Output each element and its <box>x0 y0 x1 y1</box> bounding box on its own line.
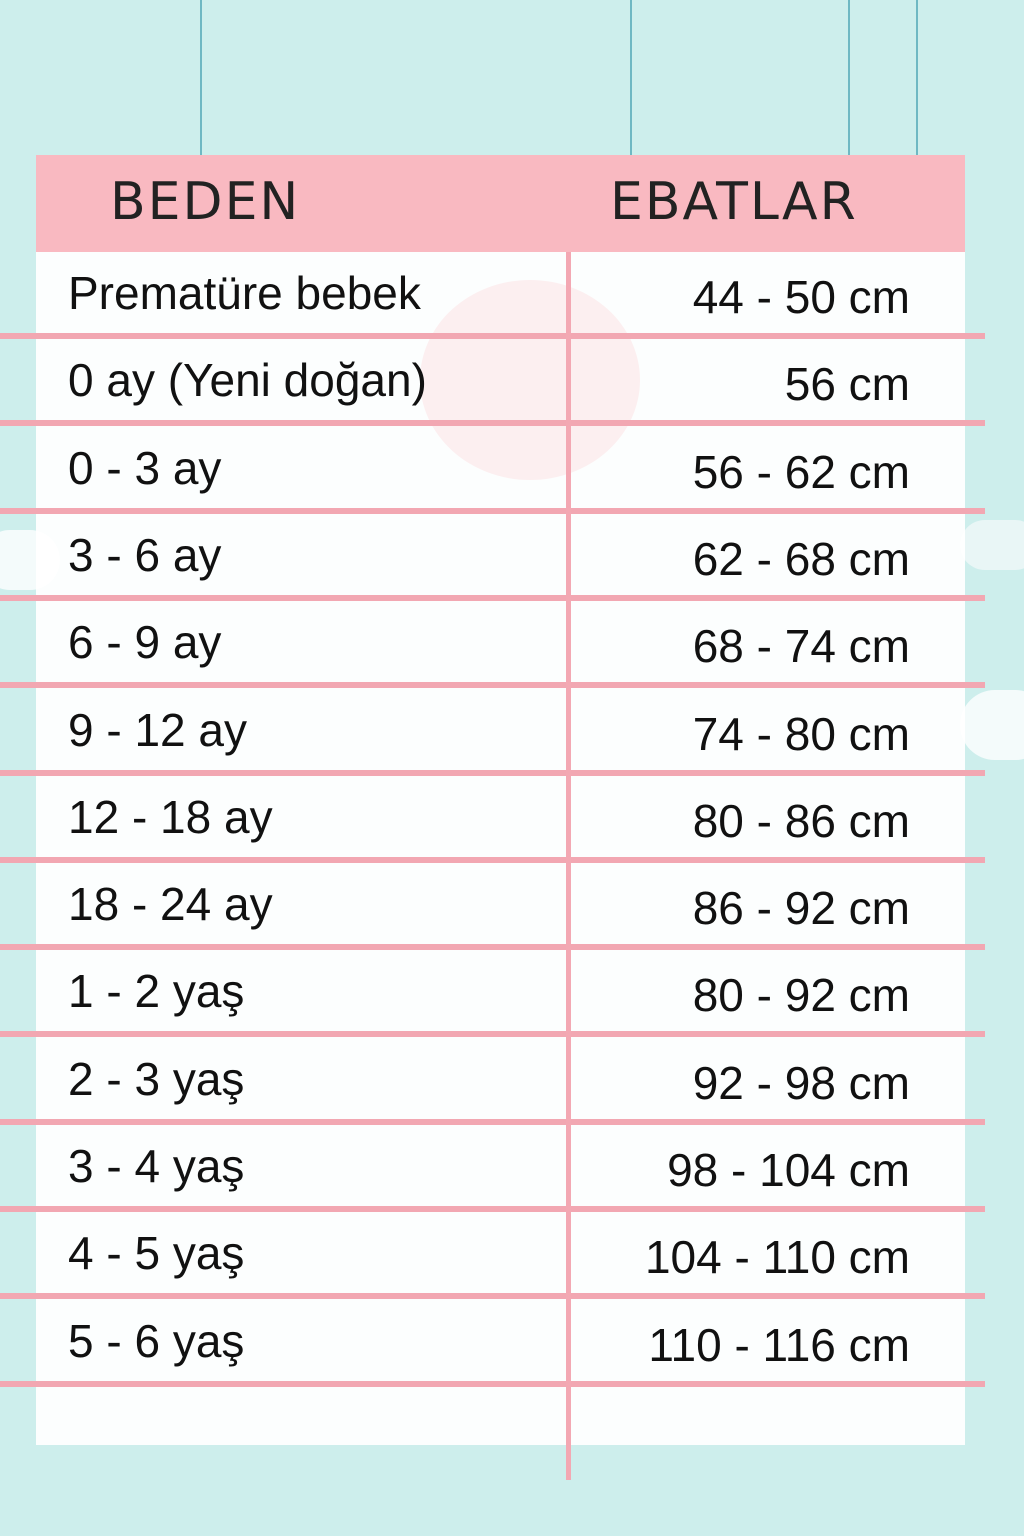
size-cell: 4 - 5 yaş <box>68 1227 245 1280</box>
size-cell: 6 - 9 ay <box>68 616 222 669</box>
row-divider <box>0 1118 985 1125</box>
dimension-cell: 98 - 104 cm <box>667 1144 910 1196</box>
row-divider <box>0 682 985 689</box>
table-row: 3 - 6 ay 62 - 68 cm <box>0 514 1024 601</box>
hanging-string <box>916 0 918 155</box>
table-row: 4 - 5 yaş 104 - 110 cm <box>0 1212 1024 1300</box>
table-row: 18 - 24 ay 86 - 92 cm <box>0 863 1024 951</box>
dimension-cell: 74 - 80 cm <box>692 707 910 760</box>
dimension-cell: 44 - 50 cm <box>692 271 910 323</box>
dimension-cell: 68 - 74 cm <box>692 620 910 673</box>
table-row: 5 - 6 yaş 110 - 116 cm <box>0 1300 1024 1387</box>
size-cell: 3 - 4 yaş <box>68 1140 245 1192</box>
cloud-decoration <box>960 690 1024 760</box>
dimension-cell: 110 - 116 cm <box>648 1318 910 1371</box>
row-divider <box>0 507 985 514</box>
size-cell: 12 - 18 ay <box>68 790 273 843</box>
row-divider <box>0 420 985 427</box>
size-cell: Prematüre bebek <box>68 267 421 319</box>
table-row: 3 - 4 yaş 98 - 104 cm <box>0 1125 1024 1212</box>
size-cell: 5 - 6 yaş <box>68 1314 245 1367</box>
size-cell: 18 - 24 ay <box>68 878 273 931</box>
row-divider <box>0 1293 985 1300</box>
dimension-cell: 56 - 62 cm <box>692 445 910 498</box>
dimension-cell: 104 - 110 cm <box>644 1231 910 1284</box>
row-divider <box>0 769 985 776</box>
size-cell: 3 - 6 ay <box>68 528 222 581</box>
row-divider <box>0 1031 985 1038</box>
hanging-string <box>200 0 202 155</box>
table-row: 12 - 18 ay 80 - 86 cm <box>0 776 1024 863</box>
size-cell: 9 - 12 ay <box>68 703 247 756</box>
column-divider <box>566 252 571 1480</box>
dimension-cell: 62 - 68 cm <box>692 532 910 585</box>
dimension-cell: 80 - 86 cm <box>692 794 910 847</box>
table-row: 6 - 9 ay 68 - 74 cm <box>0 601 1024 689</box>
row-divider <box>0 1380 985 1387</box>
dimension-cell: 92 - 98 cm <box>692 1056 910 1109</box>
table-row: Prematüre bebek 44 - 50 cm <box>0 252 1024 339</box>
table-row: 0 ay (Yeni doğan) 56 cm <box>0 339 1024 427</box>
table-row: 9 - 12 ay 74 - 80 cm <box>0 689 1024 776</box>
table-header <box>36 155 965 252</box>
row-divider <box>0 594 985 601</box>
dimension-cell: 56 cm <box>784 358 910 411</box>
header-dimensions: EBATLAR <box>610 172 858 232</box>
size-cell: 2 - 3 yaş <box>68 1052 245 1105</box>
row-divider <box>0 856 985 863</box>
size-cell: 0 - 3 ay <box>68 441 222 494</box>
row-divider <box>0 333 985 339</box>
dimension-cell: 86 - 92 cm <box>692 882 910 935</box>
cloud-decoration <box>960 520 1024 570</box>
table-row: 1 - 2 yaş 80 - 92 cm <box>0 950 1024 1038</box>
dimension-cell: 80 - 92 cm <box>692 969 910 1022</box>
table-row: 0 - 3 ay 56 - 62 cm <box>0 427 1024 514</box>
size-cell: 0 ay (Yeni doğan) <box>68 354 427 407</box>
row-divider <box>0 944 985 951</box>
row-divider <box>0 1206 985 1212</box>
size-chart-sheet <box>36 155 965 1445</box>
table-row: 2 - 3 yaş 92 - 98 cm <box>0 1038 1024 1125</box>
hanging-string <box>848 0 850 155</box>
background-illustration <box>420 280 640 480</box>
hanging-string <box>630 0 632 155</box>
header-size: BEDEN <box>110 172 301 232</box>
size-cell: 1 - 2 yaş <box>68 965 245 1018</box>
